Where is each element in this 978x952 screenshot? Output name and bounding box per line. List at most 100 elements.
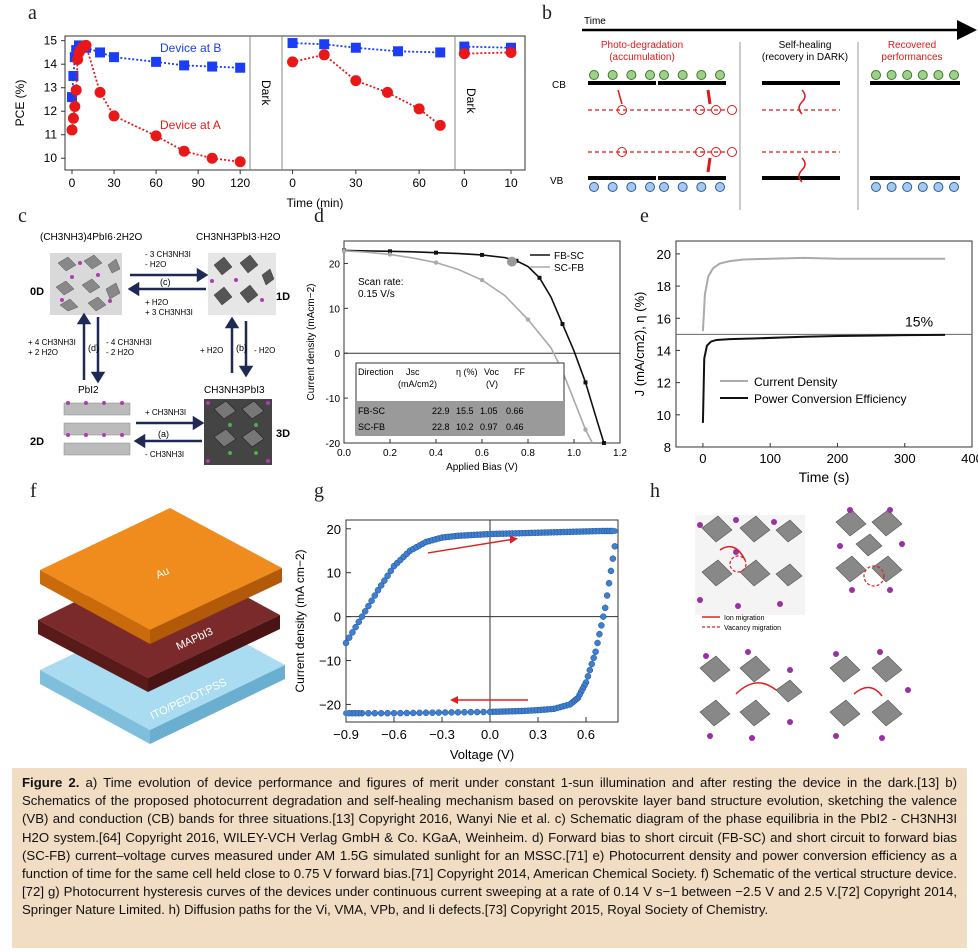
point-d — [479, 277, 485, 283]
vb-label: VB — [550, 176, 564, 187]
data-point-g — [377, 582, 385, 589]
dim-0d: 0D — [30, 286, 44, 298]
crystal-ii — [829, 649, 911, 741]
col-recovery-dark: (recovery in DARK) — [762, 52, 848, 63]
panel-d: d 0.0 0.2 0.4 0.6 0.8 1.0 1.2 -20 -10 0 10 20 Applie… — [300, 205, 630, 485]
electron — [933, 70, 944, 80]
y-tick-label-d: 10 — [329, 304, 341, 315]
arrow-d-label: (d) — [88, 343, 99, 353]
point-d — [434, 250, 438, 255]
electron — [589, 70, 599, 80]
compound-3d: CH3NH3PbI3 — [204, 385, 265, 396]
hole — [626, 182, 637, 192]
x-tick-label-d: 1.0 — [567, 448, 581, 459]
data-point-g — [435, 709, 443, 716]
x-tick-label-a: 60 — [412, 176, 426, 190]
y-tick-label-e: 10 — [657, 408, 671, 423]
x-axis-label-a: Time (min) — [287, 196, 344, 210]
trapped-electron — [711, 105, 721, 115]
point-device-b — [67, 92, 78, 103]
y-tick-label-e: 16 — [657, 311, 671, 326]
arrow-d-left: + 4 CH3NH3I — [28, 338, 76, 347]
y-axis-label-g: Current density (mA cm−2) — [293, 549, 307, 692]
hole — [696, 182, 707, 192]
panel-label-e: e — [640, 205, 649, 227]
data-point-g — [594, 639, 601, 647]
arrow-c-bot: + H2O — [145, 298, 168, 307]
point-device-a — [505, 46, 517, 58]
point-device-a — [178, 145, 190, 157]
point-device-a — [66, 124, 78, 136]
arrow-c-top: - 3 CH3NH3I — [145, 250, 191, 259]
data-point-g — [605, 579, 613, 587]
x-tick-label-d: 0.4 — [429, 448, 443, 459]
table-cell: 10.2 — [456, 422, 474, 432]
legend-label-e: Current Density — [754, 375, 837, 389]
data-point-g — [409, 709, 417, 717]
data-point-g — [368, 597, 375, 605]
point-device-b — [207, 61, 218, 72]
point-device-a — [94, 86, 106, 98]
hole — [659, 182, 669, 192]
data-point-g — [342, 639, 350, 647]
data-point-g — [486, 708, 494, 716]
point-device-a — [381, 86, 393, 98]
data-point-g — [592, 648, 599, 655]
trapped-hole — [711, 147, 721, 157]
layer-au: Au — [154, 565, 171, 582]
arrow-c-bot2: + 3 CH3NH3I — [145, 308, 193, 317]
compound-0d: (CH3NH3)4PbI6·2H2O — [40, 232, 142, 243]
y-tick-label-a: 11 — [45, 128, 58, 142]
panel-b: b Time Photo-degradation (accumulation) … — [540, 0, 978, 215]
table-cell: 22.8 — [432, 422, 450, 432]
data-point-g — [590, 654, 597, 662]
arrow-a-top: + CH3NH3I — [145, 408, 186, 417]
point-d — [388, 249, 392, 254]
y-tick-label-d: 0 — [334, 349, 340, 360]
compound-1d: CH3NH3PbI3·H2O — [196, 232, 281, 243]
hole — [886, 182, 897, 192]
y-tick-label-e: 20 — [657, 247, 671, 262]
plot-frame-e — [675, 240, 973, 448]
y-tick-label-d: -10 — [326, 394, 341, 405]
y-tick-label-a: 15 — [44, 34, 58, 48]
capture-arrow — [617, 89, 623, 105]
trapped-electron — [727, 105, 737, 115]
y-tick-label-g: 10 — [327, 566, 341, 581]
point-device-a — [350, 75, 362, 87]
electron — [917, 70, 928, 80]
data-point-g — [352, 623, 359, 631]
table-header: FF — [514, 367, 525, 377]
y-axis-label-e: J (mA/cm2), η (%) — [632, 292, 647, 397]
y-axis-label-d: Current density (mAcm−2) — [306, 284, 317, 401]
point-device-a — [413, 103, 425, 115]
x-tick-label-d: 0.6 — [475, 448, 489, 459]
col-accumulation: (accumulation) — [609, 52, 675, 63]
dim-3d: 3D — [276, 428, 290, 440]
data-point-g — [371, 709, 379, 717]
arrow-c-top2: - H2O — [145, 260, 166, 269]
arrow-b-left: + H2O — [200, 346, 223, 355]
electron — [886, 70, 897, 80]
table-cell: SC-FB — [358, 422, 385, 432]
point-device-a — [234, 156, 246, 168]
col-photo-degradation: Photo-degradation — [601, 40, 683, 51]
arrow-d-right: - 4 CH3NH3I — [106, 338, 152, 347]
table-cell: 15.5 — [456, 406, 474, 416]
capture-arrow — [706, 157, 712, 173]
x-axis-label-d: Applied Bias (V) — [446, 462, 518, 473]
x-tick-label-a: 0 — [289, 176, 296, 190]
y-tick-label-e: 14 — [657, 343, 671, 358]
point-device-a — [67, 112, 79, 124]
point-d — [341, 248, 347, 254]
arrow-d-left2: + 2 H2O — [28, 348, 58, 357]
data-point-g — [374, 587, 382, 594]
series-line-d — [343, 250, 594, 444]
y-tick-label-g: −10 — [319, 654, 341, 669]
hole — [949, 182, 959, 192]
hole — [645, 182, 655, 192]
y-tick-label-d: -20 — [326, 439, 341, 450]
series-line-a — [292, 53, 441, 127]
crystal-vi — [695, 515, 805, 615]
y-tick-label-g: −20 — [319, 697, 341, 712]
